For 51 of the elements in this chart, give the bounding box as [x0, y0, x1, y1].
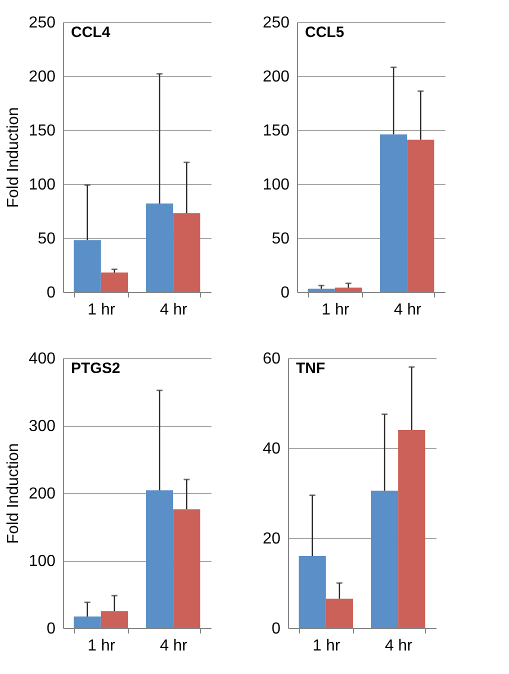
bar: [74, 240, 101, 292]
bar: [74, 616, 101, 628]
y-tick-label: 40: [262, 440, 281, 458]
bar: [398, 430, 426, 628]
y-tick-label: 60: [262, 350, 281, 368]
y-tick-label: 200: [28, 486, 56, 502]
y-tick-label: 0: [272, 620, 281, 638]
y-tick-label: 300: [28, 418, 56, 435]
y-tick-label: 100: [28, 176, 56, 194]
chart-title: TNF: [296, 360, 326, 377]
chart-title: PTGS2: [71, 360, 120, 377]
y-axis-title: Fold Induction: [4, 443, 22, 544]
bar: [100, 611, 128, 628]
bar: [308, 288, 335, 292]
bar: [146, 490, 174, 628]
bar: [173, 509, 200, 628]
y-tick-label: 200: [262, 68, 290, 86]
y-tick-label: 100: [28, 553, 56, 570]
y-axis-title: Fold Induction: [4, 107, 22, 208]
y-tick-label: 50: [38, 230, 56, 248]
bar: [380, 134, 408, 292]
x-tick-label: 4 hr: [160, 638, 188, 654]
x-tick-label: 4 hr: [384, 638, 414, 654]
y-tick-label: 150: [28, 122, 56, 140]
y-tick-label: 150: [262, 122, 290, 140]
x-tick-label: 1 hr: [88, 302, 116, 318]
y-tick-label: 250: [28, 14, 56, 32]
y-tick-label: 100: [262, 176, 290, 194]
chart-title: CCL4: [71, 24, 111, 41]
y-tick-label: 0: [280, 284, 290, 302]
bar: [100, 272, 128, 292]
y-tick-label: 400: [28, 350, 56, 368]
x-tick-label: 4 hr: [160, 302, 188, 318]
y-tick-label: 20: [262, 530, 281, 548]
chart-title: CCL5: [305, 24, 344, 41]
bar: [407, 140, 434, 292]
bar: [326, 598, 353, 628]
y-tick-label: 0: [46, 284, 56, 302]
y-tick-label: 250: [262, 14, 290, 32]
bar: [173, 213, 200, 292]
y-tick-label: 50: [272, 230, 290, 248]
bar: [371, 490, 398, 628]
y-tick-label: 200: [28, 68, 56, 86]
bar: [298, 556, 326, 628]
bar: [334, 288, 362, 292]
x-tick-label: 1 hr: [88, 638, 116, 654]
y-tick-label: 0: [46, 620, 56, 638]
x-tick-label: 1 hr: [322, 302, 350, 318]
bar: [146, 203, 174, 292]
x-tick-label: 1 hr: [312, 638, 341, 654]
x-tick-label: 4 hr: [394, 302, 422, 318]
